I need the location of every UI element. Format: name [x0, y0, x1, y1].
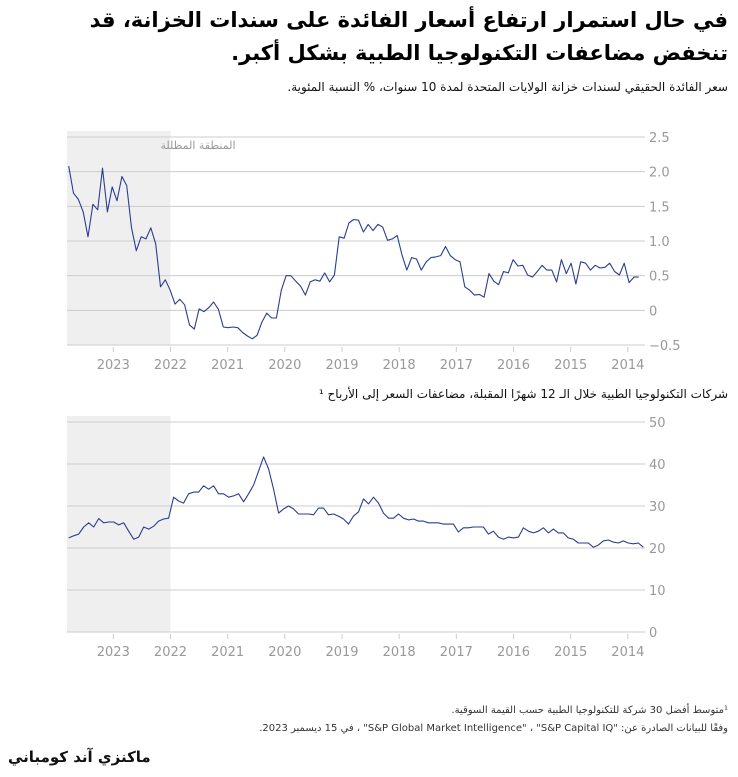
y-tick-label: 20 — [649, 542, 666, 557]
page-title: في حال استمرار ارتفاع أسعار الفائدة على … — [89, 8, 728, 65]
y-tick-label: 0 — [649, 626, 657, 641]
shaded-region — [67, 416, 171, 632]
x-tick-label: 2018 — [383, 358, 416, 373]
shaded-region-label: المنطقة المظللة — [160, 139, 235, 152]
chart-pe-multiple: 50 40 30 20 10 0 2023 2022 2021 2020 2019 2018 2017 2… — [67, 416, 666, 660]
y-tick-label: 2.0 — [649, 166, 670, 181]
x-tick-label: 2016 — [497, 645, 530, 660]
x-tick-label: 2018 — [383, 645, 416, 660]
chart1-title: سعر الفائدة الحقيقي لسندات خزانة الولايا… — [287, 80, 728, 94]
y-tick-label: 50 — [649, 416, 666, 431]
y-tick-label: −0.5 — [649, 339, 681, 354]
x-tick-label: 2017 — [440, 358, 473, 373]
x-tick-label: 2020 — [268, 645, 301, 660]
y-tick-label: 10 — [649, 584, 666, 599]
x-tick-label: 2015 — [554, 645, 587, 660]
x-tick-label: 2022 — [154, 645, 187, 660]
x-tick-label: 2021 — [211, 358, 244, 373]
series-line — [68, 456, 644, 548]
x-tick-label: 2021 — [211, 645, 244, 660]
x-tick-label: 2019 — [325, 358, 358, 373]
x-tick-label: 2015 — [554, 358, 587, 373]
y-tick-label: 2.5 — [649, 131, 670, 146]
x-tick-label: 2017 — [440, 645, 473, 660]
footnote-1: ¹متوسط أفضل 30 شركة للتكنولوجيا الطبية ح… — [451, 705, 728, 716]
chart2-title: شركات التكنولوجيا الطبية خلال الـ 12 شهر… — [318, 387, 728, 401]
y-tick-label: 1.0 — [649, 235, 670, 250]
x-tick-label: 2019 — [325, 645, 358, 660]
x-tick-label: 2014 — [611, 645, 644, 660]
y-tick-label: 30 — [649, 500, 666, 515]
y-tick-label: 0 — [649, 304, 657, 319]
x-tick-label: 2023 — [97, 358, 130, 373]
shaded-region — [67, 131, 171, 345]
y-tick-label: 1.5 — [649, 200, 670, 215]
chart-real-yield: المنطقة المظللة 2.5 2.0 1.5 1.0 0.5 0 −0.5 2023 2… — [67, 131, 681, 373]
x-tick-label: 2023 — [97, 645, 130, 660]
footnote-source: وفقًا للبيانات الصادرة عن: "S&P Global M… — [259, 723, 728, 734]
x-tick-label: 2020 — [268, 358, 301, 373]
y-tick-label: 0.5 — [649, 270, 670, 285]
x-tick-label: 2016 — [497, 358, 530, 373]
logo: ماكنزي آند كومباني — [8, 748, 151, 766]
y-tick-label: 40 — [649, 458, 666, 473]
x-tick-label: 2022 — [154, 358, 187, 373]
x-tick-label: 2014 — [611, 358, 644, 373]
series-line — [68, 166, 639, 340]
